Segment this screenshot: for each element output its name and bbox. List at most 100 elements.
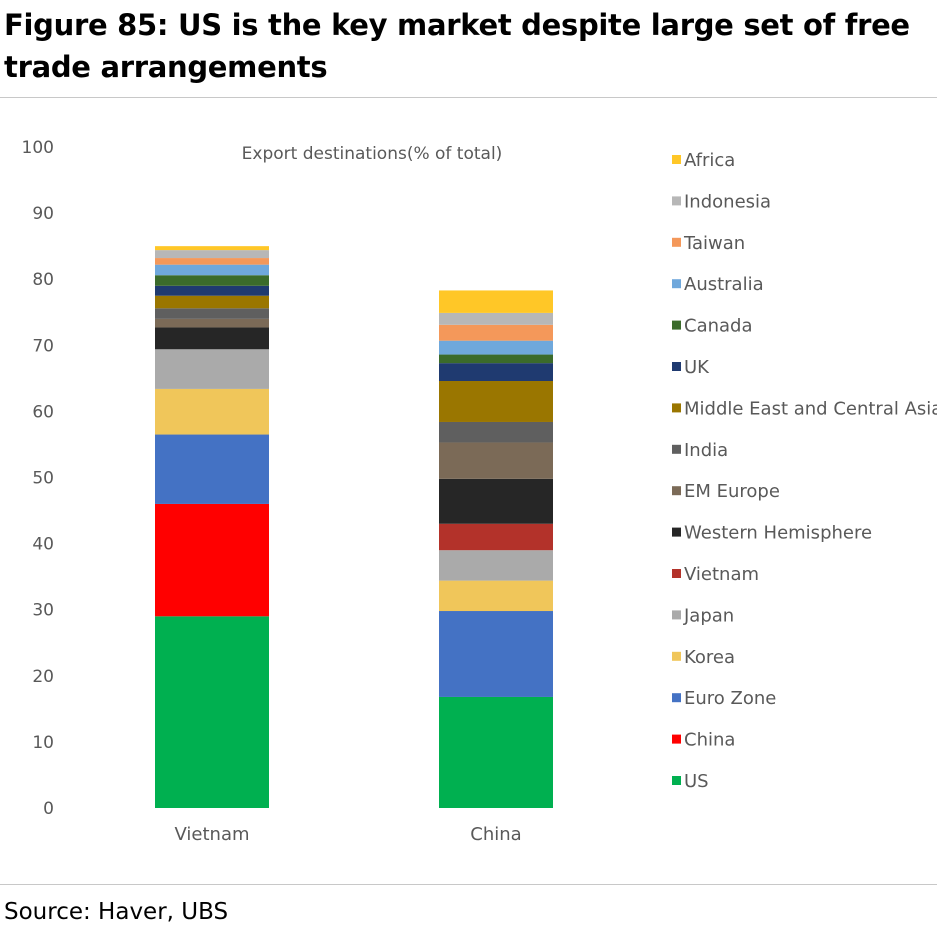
bar-segment (155, 388, 269, 435)
bar-segment (155, 327, 269, 350)
legend-label: EM Europe (684, 481, 780, 502)
bar-segment (439, 611, 553, 697)
bar-segment (439, 478, 553, 524)
legend-swatch (672, 693, 681, 703)
source-note: Source: Haver, UBS (4, 899, 229, 925)
bar-segment (155, 308, 269, 319)
legend-label: Vietnam (684, 564, 759, 585)
figure-title: Figure 85: US is the key market despite … (4, 8, 910, 84)
legend-label: Japan (683, 605, 734, 626)
y-tick-label: 20 (32, 667, 54, 687)
legend-swatch (672, 776, 681, 785)
legend-swatch (672, 486, 681, 496)
legend-swatch (672, 734, 681, 744)
chart-title: Export destinations(% of total) (242, 144, 503, 164)
legend-item: US (672, 771, 709, 792)
legend-item: China (672, 730, 735, 751)
legend-swatch (672, 610, 681, 620)
legend-label: Africa (684, 150, 735, 171)
bar-segment (439, 380, 553, 422)
legend-item: Africa (672, 150, 735, 171)
legend-item: EM Europe (672, 481, 780, 502)
legend-label: India (684, 440, 728, 461)
bar-segment (155, 264, 269, 276)
bar-segment (439, 324, 553, 341)
bar-segment (155, 616, 269, 808)
x-tick-label: Vietnam (174, 824, 249, 845)
y-tick-label: 30 (32, 601, 54, 621)
bar-segment (439, 312, 553, 325)
bar-segment (155, 318, 269, 328)
legend-item: Indonesia (672, 191, 771, 212)
y-tick-label: 40 (32, 535, 54, 555)
bar-segment (439, 290, 553, 313)
bar-segment (439, 442, 553, 479)
stacked-bar-chart: Export destinations(% of total) 0 10 20 30 4… (22, 138, 937, 845)
legend-item: Japan (672, 605, 734, 626)
legend-swatch (672, 196, 681, 206)
legend-swatch (672, 527, 681, 537)
legend-item: Middle East and Central Asia (672, 398, 937, 419)
legend-item: Taiwan (672, 233, 745, 254)
bar-segment (439, 421, 553, 443)
legend-swatch (672, 362, 681, 371)
y-tick-label: 10 (32, 733, 54, 753)
legend-swatch (672, 569, 681, 578)
y-tick-label: 90 (32, 204, 54, 224)
bar-segment (439, 696, 553, 808)
y-tick-label: 100 (22, 138, 54, 158)
bar-segment (155, 434, 269, 504)
legend-label: Korea (684, 647, 735, 668)
legend-label: Euro Zone (684, 688, 776, 709)
legend-item: Australia (672, 274, 764, 295)
bar-segment (439, 340, 553, 355)
x-tick-label: China (470, 824, 521, 845)
y-tick-label: 80 (32, 270, 54, 290)
legend-label: China (684, 730, 735, 751)
bar-segment (439, 523, 553, 551)
bar-segment (155, 250, 269, 259)
legend-label: Canada (684, 316, 753, 337)
top-divider (0, 97, 937, 98)
legend-label: Middle East and Central Asia (684, 398, 937, 419)
legend-item: India (672, 440, 728, 461)
y-axis: 0 10 20 30 40 50 60 70 80 90 100 (22, 138, 54, 819)
y-tick-label: 50 (32, 469, 54, 489)
x-axis: Vietnam China (174, 824, 521, 845)
y-tick-label: 60 (32, 402, 54, 422)
legend-item: Western Hemisphere (672, 523, 872, 544)
legend-label: US (684, 771, 709, 792)
legend-swatch (672, 444, 681, 454)
bar-segment (439, 550, 553, 581)
legend-item: UK (672, 357, 710, 378)
bar-segment (155, 349, 269, 389)
legend: Africa Indonesia Taiwan Australia Canada UK Mi… (672, 150, 937, 792)
bars (155, 246, 553, 808)
bar-segment (155, 295, 269, 309)
bar-segment (155, 246, 269, 251)
bar-segment (439, 354, 553, 364)
bar-segment (155, 503, 269, 617)
legend-label: Australia (684, 274, 764, 295)
y-tick-label: 70 (32, 336, 54, 356)
legend-item: Korea (672, 647, 735, 668)
legend-swatch (672, 279, 681, 289)
legend-label: Indonesia (684, 191, 771, 212)
legend-label: UK (684, 357, 710, 378)
bar-segment (155, 285, 269, 296)
legend-item: Euro Zone (672, 688, 776, 709)
bar-segment (439, 363, 553, 381)
bar-segment (155, 275, 269, 286)
legend-swatch (672, 651, 681, 661)
legend-item: Vietnam (672, 564, 759, 585)
legend-label: Western Hemisphere (684, 523, 872, 544)
y-tick-label: 0 (43, 799, 54, 819)
bar-segment (155, 258, 269, 265)
legend-swatch (672, 237, 681, 247)
legend-swatch (672, 320, 681, 330)
legend-swatch (672, 403, 681, 413)
legend-item: Canada (672, 316, 753, 337)
legend-swatch (672, 155, 681, 164)
bottom-divider (0, 884, 937, 885)
bar-segment (439, 580, 553, 612)
